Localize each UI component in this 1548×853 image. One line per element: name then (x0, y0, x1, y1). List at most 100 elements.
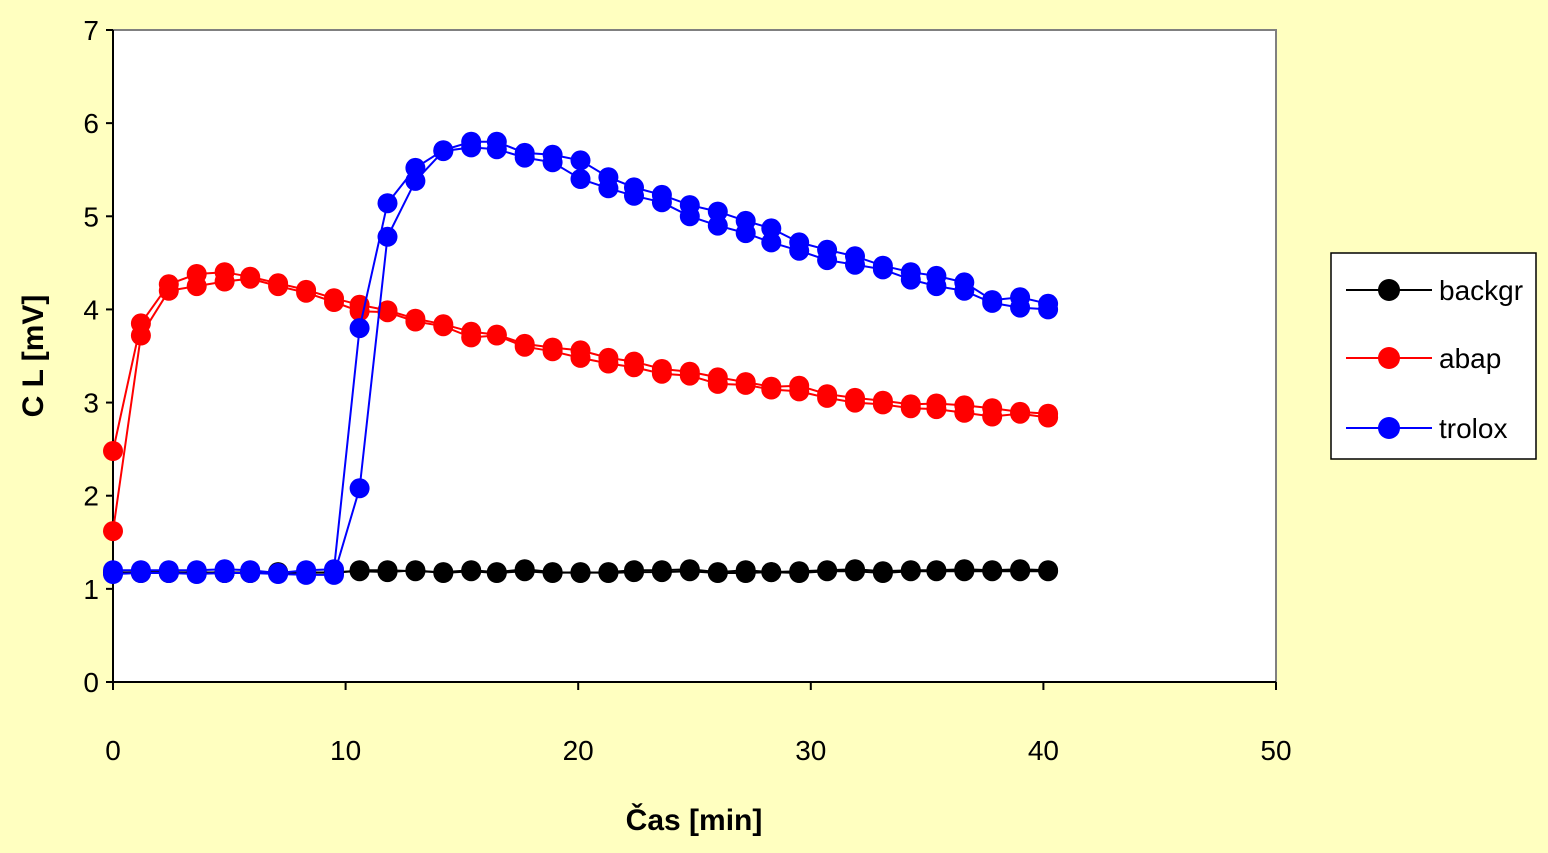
data-point-trolox (845, 254, 865, 275)
data-point-abap (817, 387, 838, 408)
data-point-abap (735, 374, 756, 395)
data-point-abap (926, 399, 947, 420)
data-point-backgr (1010, 561, 1031, 582)
data-point-trolox (405, 170, 426, 191)
y-axis-title: C L [mV] (17, 295, 50, 418)
data-point-trolox (651, 192, 672, 213)
data-point-backgr (900, 561, 921, 582)
data-point-trolox (461, 137, 482, 158)
data-point-abap (433, 316, 454, 337)
y-tick-label: 6 (83, 108, 99, 139)
data-point-backgr (954, 561, 975, 582)
data-point-abap (789, 381, 810, 402)
data-point-trolox (1038, 299, 1059, 320)
data-point-abap (570, 347, 591, 368)
data-point-trolox (486, 139, 507, 160)
data-point-backgr (761, 562, 782, 583)
data-point-trolox (679, 206, 700, 227)
data-point-trolox (377, 193, 398, 214)
x-tick-label: 10 (330, 735, 361, 766)
data-point-abap (296, 282, 317, 303)
data-point-abap (486, 325, 507, 346)
y-tick-label: 2 (83, 481, 99, 512)
y-tick-label: 5 (83, 201, 99, 232)
y-tick-label: 7 (83, 15, 99, 46)
data-point-backgr (982, 561, 1003, 582)
x-tick-label: 50 (1260, 735, 1291, 766)
data-point-backgr (433, 563, 454, 583)
y-tick-label: 3 (83, 388, 99, 419)
data-point-trolox (570, 169, 591, 189)
data-point-backgr (679, 561, 700, 582)
data-point-trolox (570, 150, 591, 171)
data-point-abap (954, 402, 975, 423)
y-tick-label: 4 (83, 294, 99, 325)
data-point-abap (707, 373, 728, 394)
data-point-trolox (433, 141, 454, 162)
legend-item-trolox: trolox (1346, 413, 1507, 444)
data-point-abap (268, 276, 289, 297)
data-point-trolox (324, 564, 344, 585)
data-point-abap (103, 521, 123, 542)
data-point-trolox (707, 215, 728, 236)
data-point-trolox (817, 250, 838, 271)
data-point-abap (598, 353, 619, 374)
data-point-abap (158, 280, 179, 301)
data-point-backgr (349, 561, 370, 582)
data-point-abap (214, 271, 235, 292)
data-point-abap (761, 379, 782, 400)
x-axis-title: Čas [min] (626, 803, 763, 837)
data-point-abap (324, 292, 344, 312)
x-tick-label: 0 (105, 735, 121, 766)
data-point-trolox (542, 152, 563, 173)
legend-item-abap: abap (1346, 343, 1501, 374)
data-point-abap (872, 394, 893, 415)
data-point-backgr (845, 561, 865, 582)
data-point-abap (679, 365, 700, 386)
data-point-backgr (486, 563, 507, 583)
data-point-trolox (926, 276, 947, 297)
data-point-trolox (761, 218, 782, 239)
data-point-trolox (624, 185, 644, 206)
data-point-trolox (130, 563, 151, 583)
data-point-backgr (405, 560, 426, 581)
data-point-backgr (570, 562, 591, 583)
legend-swatch-marker (1378, 347, 1400, 369)
data-point-trolox (761, 232, 782, 253)
data-point-backgr (872, 563, 893, 583)
data-point-trolox (158, 563, 179, 583)
axes: 0 1 2 3 4 5 6 7 0 10 20 30 40 50 (83, 15, 1291, 766)
data-point-trolox (789, 240, 810, 261)
data-point-trolox (186, 564, 207, 584)
data-point-backgr (377, 562, 398, 583)
data-point-trolox (240, 563, 261, 583)
data-point-backgr (707, 563, 728, 583)
data-point-abap (651, 363, 672, 384)
data-point-backgr (789, 563, 810, 583)
data-point-backgr (542, 563, 563, 583)
data-point-trolox (103, 564, 123, 584)
data-point-trolox (214, 563, 235, 583)
x-tick-label: 20 (563, 735, 594, 766)
data-point-backgr (514, 561, 535, 582)
legend: backgr abap trolox (1330, 252, 1537, 460)
y-tick-label: 0 (83, 667, 99, 698)
data-point-abap (130, 325, 151, 346)
data-point-backgr (735, 563, 756, 583)
data-point-abap (1010, 403, 1031, 424)
data-point-abap (103, 441, 123, 461)
data-point-abap (377, 302, 398, 323)
data-point-abap (1038, 407, 1059, 428)
series-abap (103, 262, 1059, 542)
data-point-abap (845, 392, 865, 413)
data-point-abap (900, 398, 921, 419)
data-point-trolox (598, 178, 619, 199)
data-point-trolox (377, 226, 398, 247)
data-point-abap (240, 268, 261, 289)
legend-label-trolox: trolox (1439, 413, 1507, 444)
y-tick-label: 1 (83, 574, 99, 605)
data-point-backgr (461, 561, 482, 582)
data-point-trolox (296, 564, 317, 585)
legend-label-backgr: backgr (1439, 275, 1523, 306)
